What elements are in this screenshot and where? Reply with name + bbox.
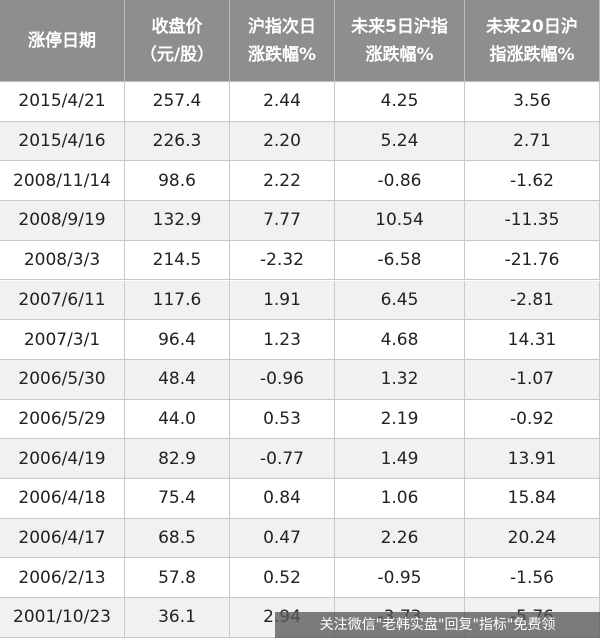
- cell: 0.47: [230, 518, 335, 559]
- cell: 75.4: [125, 479, 230, 519]
- cell: 14.31: [465, 320, 600, 360]
- cell: -11.35: [465, 201, 600, 241]
- cell: -0.86: [335, 161, 465, 202]
- header-text: 涨跌幅%: [365, 44, 434, 65]
- cell: 2006/5/30: [0, 359, 125, 400]
- cell: 4.68: [335, 320, 465, 360]
- header-text: 涨跌幅%: [247, 44, 317, 65]
- cell: 2006/4/18: [0, 479, 125, 519]
- cell: 132.9: [125, 201, 230, 241]
- cell: -0.92: [465, 399, 600, 440]
- cell: 2006/5/29: [0, 399, 125, 440]
- cell: -0.77: [230, 439, 335, 479]
- header-cell: 涨停日期: [0, 0, 125, 82]
- cell: 2001/10/23: [0, 598, 125, 638]
- cell: 2006/4/17: [0, 518, 125, 559]
- cell: -2.81: [465, 280, 600, 321]
- cell: 226.3: [125, 121, 230, 162]
- cell: 2008/11/14: [0, 161, 125, 202]
- cell: -1.07: [465, 359, 600, 400]
- cell: 117.6: [125, 280, 230, 321]
- cell: 257.4: [125, 82, 230, 122]
- watermark: 关注微信"老韩实盘"回复"指标"免费领: [275, 612, 600, 638]
- cell: -6.58: [335, 240, 465, 281]
- cell: 48.4: [125, 359, 230, 400]
- header-text: （元/股）: [139, 44, 215, 65]
- cell: 96.4: [125, 320, 230, 360]
- cell: 1.49: [335, 439, 465, 479]
- cell: -1.56: [465, 558, 600, 599]
- cell: 214.5: [125, 240, 230, 281]
- header-text: 未来5日沪指: [351, 16, 448, 37]
- header-text: 涨停日期: [28, 30, 96, 51]
- cell: 20.24: [465, 518, 600, 559]
- cell: 82.9: [125, 439, 230, 479]
- cell: 4.25: [335, 82, 465, 122]
- cell: 7.77: [230, 201, 335, 241]
- cell: 2008/3/3: [0, 240, 125, 281]
- cell: 57.8: [125, 558, 230, 599]
- cell: 0.84: [230, 479, 335, 519]
- cell: 2.44: [230, 82, 335, 122]
- cell: 10.54: [335, 201, 465, 241]
- cell: 68.5: [125, 518, 230, 559]
- header-cell: 收盘价 （元/股）: [125, 0, 230, 82]
- cell: 1.23: [230, 320, 335, 360]
- cell: 2015/4/16: [0, 121, 125, 162]
- header-cell: 沪指次日涨跌幅%: [230, 0, 335, 82]
- cell: -0.96: [230, 359, 335, 400]
- cell: 13.91: [465, 439, 600, 479]
- header-text: 收盘价: [151, 16, 203, 37]
- header-text: 沪指次日: [248, 16, 316, 37]
- cell: 15.84: [465, 479, 600, 519]
- cell: 2006/2/13: [0, 558, 125, 599]
- header-cell: 未来5日沪指 涨跌幅%: [335, 0, 465, 82]
- cell: -0.95: [335, 558, 465, 599]
- cell: 2.22: [230, 161, 335, 202]
- cell: 44.0: [125, 399, 230, 440]
- cell: 0.52: [230, 558, 335, 599]
- cell: 2015/4/21: [0, 82, 125, 122]
- cell: 2007/6/11: [0, 280, 125, 321]
- cell: 1.06: [335, 479, 465, 519]
- cell: 2006/4/19: [0, 439, 125, 479]
- cell: 1.32: [335, 359, 465, 400]
- cell: 2.19: [335, 399, 465, 440]
- cell: 3.56: [465, 82, 600, 122]
- cell: -21.76: [465, 240, 600, 281]
- cell: 2.71: [465, 121, 600, 162]
- cell: 36.1: [125, 598, 230, 638]
- cell: 2.20: [230, 121, 335, 162]
- cell: 5.24: [335, 121, 465, 162]
- cell: 98.6: [125, 161, 230, 202]
- cell: 2007/3/1: [0, 320, 125, 360]
- cell: -2.32: [230, 240, 335, 281]
- header-cell: 未来20日沪 指涨跌幅%: [465, 0, 600, 82]
- cell: 1.91: [230, 280, 335, 321]
- cell: -1.62: [465, 161, 600, 202]
- header-text: 未来20日沪: [486, 16, 578, 37]
- cell: 2.26: [335, 518, 465, 559]
- cell: 0.53: [230, 399, 335, 440]
- cell: 6.45: [335, 280, 465, 321]
- cell: 2008/9/19: [0, 201, 125, 241]
- header-text: 指涨跌幅%: [489, 44, 575, 65]
